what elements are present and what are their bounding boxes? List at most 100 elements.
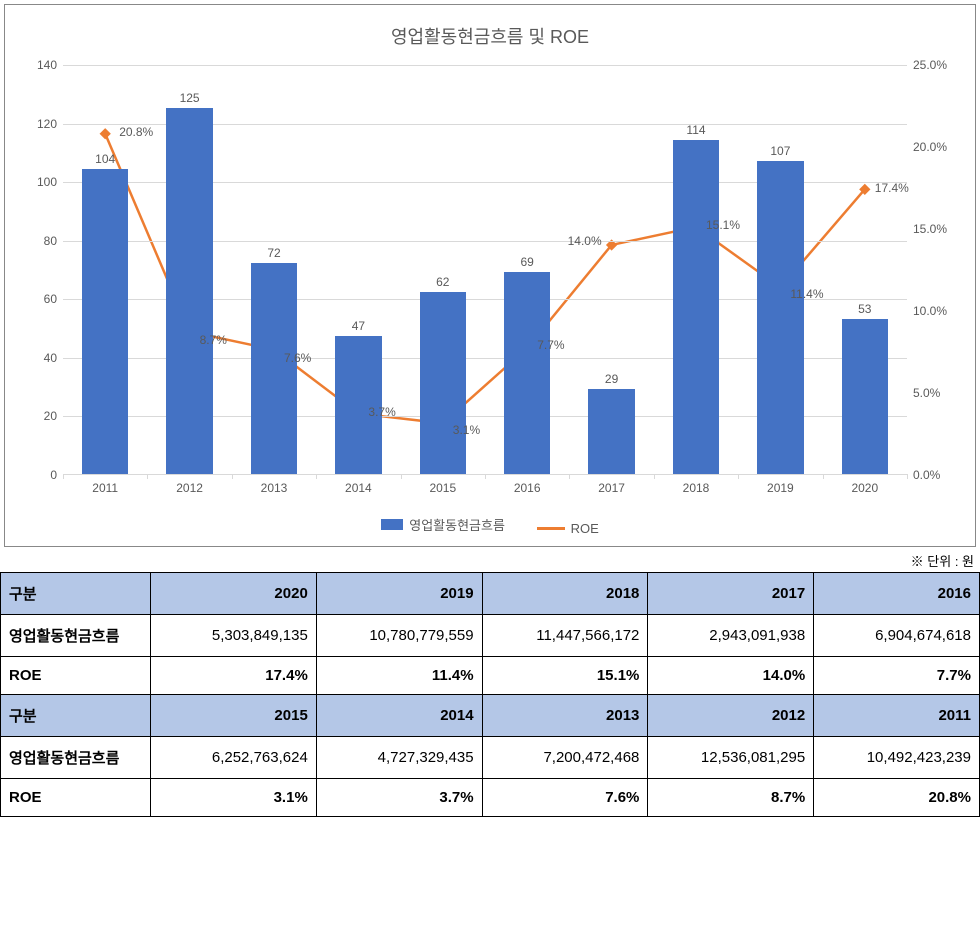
chart-legend: 영업활동현금흐름 ROE bbox=[19, 505, 961, 540]
table-cell: 5,303,849,135 bbox=[151, 615, 317, 657]
x-tick-label: 2014 bbox=[345, 481, 372, 495]
bar bbox=[166, 108, 212, 474]
table-cell: 17.4% bbox=[151, 657, 317, 695]
bar-value-label: 107 bbox=[770, 144, 790, 158]
line-value-label: 3.7% bbox=[368, 405, 395, 419]
legend-line-label: ROE bbox=[571, 521, 599, 536]
table-row-header: 영업활동현금흐름 bbox=[1, 615, 151, 657]
table-corner-header: 구분 bbox=[1, 695, 151, 737]
table-row: ROE3.1%3.7%7.6%8.7%20.8% bbox=[1, 779, 980, 817]
y-right-tick-label: 20.0% bbox=[913, 140, 961, 154]
table-col-header: 2016 bbox=[814, 573, 980, 615]
y-right-tick-label: 15.0% bbox=[913, 222, 961, 236]
y-left-tick-label: 100 bbox=[19, 175, 57, 189]
bar-value-label: 125 bbox=[180, 91, 200, 105]
x-tick-label: 2011 bbox=[92, 481, 118, 495]
table-row-header: ROE bbox=[1, 657, 151, 695]
chart-title: 영업활동현금흐름 및 ROE bbox=[19, 15, 961, 65]
table-cell: 3.7% bbox=[316, 779, 482, 817]
table-cell: 6,904,674,618 bbox=[814, 615, 980, 657]
y-right-tick-label: 0.0% bbox=[913, 468, 961, 482]
line-value-label: 7.6% bbox=[284, 351, 311, 365]
bar bbox=[251, 263, 297, 474]
bar bbox=[673, 140, 719, 474]
line-marker bbox=[100, 128, 111, 139]
table-cell: 7.6% bbox=[482, 779, 648, 817]
bar-value-label: 69 bbox=[521, 255, 534, 269]
line-value-label: 15.1% bbox=[706, 218, 740, 232]
bar-value-label: 72 bbox=[267, 246, 280, 260]
x-tick-label: 2020 bbox=[851, 481, 878, 495]
x-axis-labels: 2011 2012 2013 2014 2015 2016 2017 2018 2019 2020 bbox=[63, 479, 907, 501]
table-header-row: 구분20152014201320122011 bbox=[1, 695, 980, 737]
page: 영업활동현금흐름 및 ROE 104 125 72 47 62 69 29 114 107 53 2… bbox=[0, 4, 980, 817]
table-row: 영업활동현금흐름5,303,849,13510,780,779,55911,44… bbox=[1, 615, 980, 657]
table-row: ROE17.4%11.4%15.1%14.0%7.7% bbox=[1, 657, 980, 695]
table-col-header: 2014 bbox=[316, 695, 482, 737]
bar bbox=[842, 319, 888, 474]
table-corner-header: 구분 bbox=[1, 573, 151, 615]
table-cell: 10,780,779,559 bbox=[316, 615, 482, 657]
legend-bar-swatch bbox=[381, 519, 403, 530]
data-table: 구분20202019201820172016영업활동현금흐름5,303,849,… bbox=[0, 572, 980, 817]
x-tick-label: 2012 bbox=[176, 481, 203, 495]
y-left-tick-label: 0 bbox=[19, 468, 57, 482]
y-left-tick-label: 80 bbox=[19, 234, 57, 248]
table-row-header: ROE bbox=[1, 779, 151, 817]
table-col-header: 2019 bbox=[316, 573, 482, 615]
table-cell: 7.7% bbox=[814, 657, 980, 695]
bar bbox=[420, 292, 466, 474]
legend-item-bar: 영업활동현금흐름 bbox=[381, 515, 505, 534]
bar-value-label: 29 bbox=[605, 372, 618, 386]
plot-region: 10412572476269291141075320.8%8.7%7.6%3.7… bbox=[63, 65, 907, 475]
table-row: 영업활동현금흐름6,252,763,6244,727,329,4357,200,… bbox=[1, 737, 980, 779]
line-value-label: 14.0% bbox=[568, 234, 602, 248]
bar-value-label: 114 bbox=[686, 123, 705, 137]
table-col-header: 2015 bbox=[151, 695, 317, 737]
x-tick-label: 2018 bbox=[683, 481, 710, 495]
x-tick bbox=[907, 474, 908, 479]
table-col-header: 2013 bbox=[482, 695, 648, 737]
table-col-header: 2011 bbox=[814, 695, 980, 737]
table-cell: 6,252,763,624 bbox=[151, 737, 317, 779]
y-right-tick-label: 25.0% bbox=[913, 58, 961, 72]
bar-value-label: 62 bbox=[436, 275, 449, 289]
x-tick-label: 2016 bbox=[514, 481, 541, 495]
x-tick-label: 2013 bbox=[261, 481, 288, 495]
table-cell: 2,943,091,938 bbox=[648, 615, 814, 657]
x-tick-label: 2019 bbox=[767, 481, 794, 495]
bar bbox=[757, 161, 803, 474]
x-tick-label: 2017 bbox=[598, 481, 625, 495]
table-row-header: 영업활동현금흐름 bbox=[1, 737, 151, 779]
gridline bbox=[63, 65, 907, 66]
bar bbox=[588, 389, 634, 474]
bar bbox=[82, 169, 128, 474]
legend-item-line: ROE bbox=[537, 521, 599, 536]
line-value-label: 11.4% bbox=[790, 287, 823, 301]
bar-value-label: 53 bbox=[858, 302, 871, 316]
chart-panel: 영업활동현금흐름 및 ROE 104 125 72 47 62 69 29 114 107 53 2… bbox=[4, 4, 976, 547]
bar-value-label: 104 bbox=[95, 152, 115, 166]
y-left-tick-label: 20 bbox=[19, 409, 57, 423]
bar-value-label: 47 bbox=[352, 319, 365, 333]
table-cell: 15.1% bbox=[482, 657, 648, 695]
table-col-header: 2018 bbox=[482, 573, 648, 615]
table-cell: 4,727,329,435 bbox=[316, 737, 482, 779]
line-value-label: 3.1% bbox=[453, 423, 480, 437]
table-cell: 12,536,081,295 bbox=[648, 737, 814, 779]
x-tick-label: 2015 bbox=[429, 481, 456, 495]
table-col-header: 2020 bbox=[151, 573, 317, 615]
y-left-tick-label: 40 bbox=[19, 351, 57, 365]
line-value-label: 8.7% bbox=[200, 333, 227, 347]
table-header-row: 구분20202019201820172016 bbox=[1, 573, 980, 615]
y-left-tick-label: 140 bbox=[19, 58, 57, 72]
table-col-header: 2012 bbox=[648, 695, 814, 737]
legend-bar-label: 영업활동현금흐름 bbox=[409, 515, 505, 534]
line-value-label: 17.4% bbox=[875, 181, 909, 195]
table-col-header: 2017 bbox=[648, 573, 814, 615]
table-cell: 20.8% bbox=[814, 779, 980, 817]
table-cell: 14.0% bbox=[648, 657, 814, 695]
y-right-tick-label: 10.0% bbox=[913, 304, 961, 318]
table-cell: 7,200,472,468 bbox=[482, 737, 648, 779]
unit-note: ※ 단위 : 원 bbox=[0, 547, 980, 572]
